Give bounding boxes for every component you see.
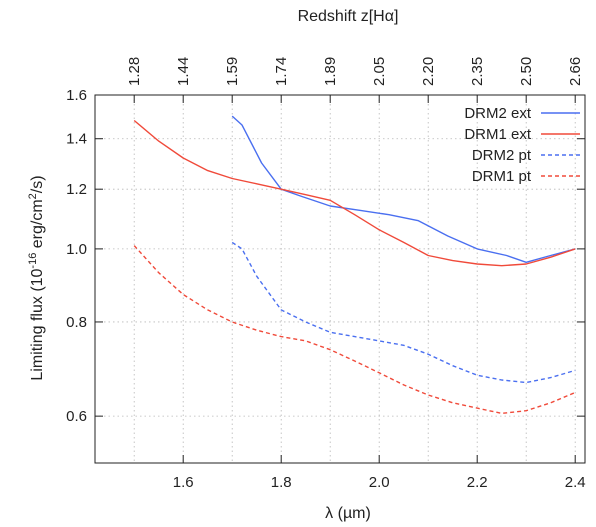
top-tick-label: 2.50	[518, 57, 535, 86]
top-tick-label: 1.59	[224, 57, 241, 86]
x-axis-title: λ (µm)	[325, 505, 371, 522]
y-axis-title-end: /s)	[29, 175, 46, 193]
legend: DRM2 ext DRM1 ext DRM2 pt DRM1 pt	[464, 105, 580, 185]
x-tick-label: 2.0	[369, 474, 390, 491]
y-tick-label: 0.8	[66, 314, 87, 331]
x-tick-label: 1.8	[271, 474, 292, 491]
y-tick-label: 1.0	[66, 241, 87, 258]
series-line-drm2-ext	[231, 115, 576, 263]
legend-label: DRM1 ext	[464, 126, 532, 143]
plot-frame	[94, 94, 586, 464]
y-axis-title-exp1: -16	[27, 253, 39, 269]
y-tick-label: 0.6	[66, 408, 87, 425]
y-tick-label: 1.4	[66, 131, 87, 148]
series-line-drm1-ext	[133, 119, 576, 267]
y-axis-title-main: Limiting flux (10	[29, 268, 46, 380]
top-tick-label: 2.20	[420, 57, 437, 86]
y-axis-title: Limiting flux (10-16 erg/cm2/s)	[27, 175, 46, 380]
x-tick-label: 2.4	[565, 474, 586, 491]
top-tick-label: 1.44	[175, 57, 192, 86]
legend-label: DRM2 ext	[464, 105, 532, 122]
top-tick-label: 1.28	[126, 57, 143, 86]
top-tick-label: 2.05	[371, 57, 388, 86]
top-tick-label: 1.89	[322, 57, 339, 86]
y-axis-title-mid: erg/cm	[29, 199, 46, 252]
x-tick-label: 1.6	[173, 474, 194, 491]
legend-label: DRM2 pt	[472, 147, 532, 164]
top-tick-label: 2.35	[469, 57, 486, 86]
series-layer	[133, 115, 576, 415]
legend-label: DRM1 pt	[472, 168, 532, 185]
y-axis-title-exp2: 2	[27, 193, 39, 199]
x-tick-label: 2.2	[467, 474, 488, 491]
top-tick-label: 1.74	[273, 57, 290, 86]
y-tick-label: 1.6	[66, 87, 87, 104]
series-line-drm2-pt	[231, 241, 576, 384]
y-tick-label: 1.2	[66, 181, 87, 198]
top-axis-title: Redshift z[Hα]	[298, 8, 399, 25]
series-line-drm1-pt	[133, 245, 576, 415]
top-tick-label: 2.66	[567, 57, 584, 86]
axes-layer: 0.6 0.8 1.0 1.2 1.4 1.6 1.6 1.8 2.0 2.2 2.4 1.28 1.4…	[66, 57, 585, 491]
